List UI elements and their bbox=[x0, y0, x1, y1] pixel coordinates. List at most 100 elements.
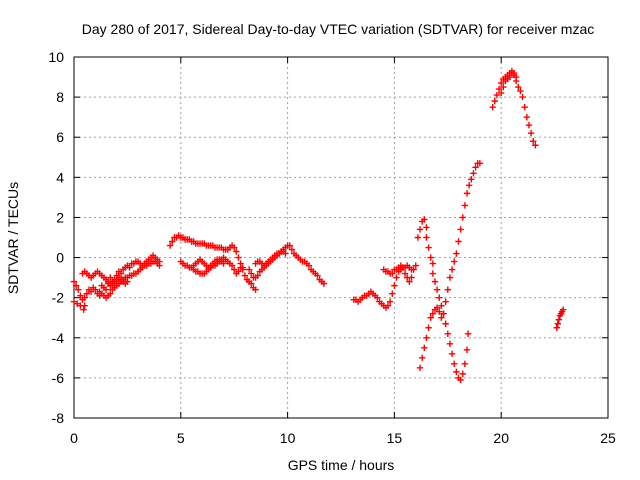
data-point bbox=[530, 138, 537, 145]
data-point bbox=[446, 340, 454, 347]
data-point bbox=[559, 306, 567, 313]
data-point bbox=[532, 142, 539, 149]
data-point bbox=[233, 248, 240, 255]
data-point bbox=[77, 292, 84, 299]
data-point bbox=[245, 266, 253, 273]
data-point bbox=[389, 290, 396, 297]
data-point bbox=[510, 69, 518, 77]
data-point bbox=[512, 73, 520, 81]
data-point bbox=[429, 310, 437, 317]
data-point bbox=[126, 264, 133, 271]
data-points bbox=[70, 67, 567, 384]
x-tick-label: 5 bbox=[177, 430, 185, 446]
data-point bbox=[408, 274, 415, 281]
data-point bbox=[166, 242, 174, 249]
data-point bbox=[448, 266, 456, 273]
data-point bbox=[489, 103, 496, 111]
data-point bbox=[465, 182, 473, 189]
data-point bbox=[491, 97, 498, 105]
data-point bbox=[81, 294, 88, 301]
data-point bbox=[81, 302, 88, 309]
data-point bbox=[519, 93, 526, 101]
y-tick-label: -6 bbox=[52, 370, 65, 386]
data-point bbox=[239, 266, 246, 273]
data-point bbox=[70, 278, 78, 285]
data-point bbox=[527, 130, 535, 137]
x-axis-title: GPS time / hours bbox=[288, 457, 395, 473]
data-point bbox=[231, 266, 238, 273]
plot-area-frame bbox=[73, 56, 609, 419]
data-point bbox=[401, 270, 409, 277]
data-point bbox=[427, 314, 434, 321]
data-point bbox=[288, 246, 296, 253]
data-point bbox=[506, 73, 513, 81]
data-point bbox=[495, 85, 503, 93]
data-point bbox=[80, 306, 87, 313]
data-point bbox=[83, 290, 91, 297]
data-point bbox=[498, 79, 505, 87]
data-point bbox=[241, 272, 249, 279]
data-point bbox=[425, 244, 432, 251]
data-point bbox=[464, 330, 472, 337]
data-point bbox=[429, 260, 437, 267]
data-point bbox=[468, 176, 475, 183]
data-point bbox=[433, 286, 441, 293]
data-point bbox=[406, 278, 413, 285]
data-point bbox=[493, 91, 501, 99]
data-point bbox=[425, 324, 432, 331]
axis-ticks: 0 5 10 15 20 25 -8 -6 -4 -2 0 2 4 6 8 10 bbox=[48, 49, 616, 446]
data-point bbox=[444, 330, 451, 337]
data-point bbox=[74, 300, 81, 307]
data-point bbox=[421, 344, 428, 352]
data-point bbox=[446, 274, 454, 281]
y-tick-label: 8 bbox=[56, 89, 64, 105]
data-point bbox=[399, 264, 407, 271]
data-point bbox=[453, 250, 460, 257]
data-point bbox=[436, 294, 443, 301]
data-point bbox=[231, 244, 238, 251]
data-point bbox=[554, 320, 562, 327]
y-tick-label: -2 bbox=[52, 290, 65, 306]
data-point bbox=[423, 334, 430, 341]
x-tick-label: 10 bbox=[280, 430, 296, 446]
data-point bbox=[455, 238, 462, 245]
data-point bbox=[440, 310, 447, 317]
y-tick-label: 2 bbox=[56, 209, 64, 225]
data-point bbox=[282, 250, 289, 257]
data-point bbox=[314, 272, 321, 279]
data-point bbox=[386, 298, 394, 305]
y-tick-label: 0 bbox=[56, 250, 64, 266]
data-point bbox=[451, 360, 458, 368]
data-point bbox=[457, 226, 464, 233]
data-point bbox=[472, 164, 479, 171]
data-point bbox=[429, 270, 437, 277]
data-point bbox=[459, 370, 466, 378]
data-point bbox=[235, 254, 242, 261]
data-point bbox=[416, 226, 424, 233]
y-tick-label: -8 bbox=[52, 410, 65, 426]
data-point bbox=[389, 270, 396, 277]
chart-title: Day 280 of 2017, Sidereal Day-to-day VTE… bbox=[82, 21, 595, 37]
data-point bbox=[104, 278, 112, 285]
data-point bbox=[459, 214, 466, 221]
data-point bbox=[525, 121, 533, 129]
data-point bbox=[517, 87, 524, 95]
y-tick-label: -4 bbox=[52, 330, 65, 346]
data-point bbox=[438, 302, 445, 309]
data-point bbox=[70, 298, 78, 305]
data-point bbox=[448, 350, 456, 358]
data-point bbox=[117, 270, 125, 277]
x-tick-label: 15 bbox=[387, 430, 403, 446]
data-point bbox=[393, 274, 400, 281]
data-point bbox=[463, 346, 471, 354]
data-point bbox=[235, 268, 242, 275]
data-point bbox=[457, 376, 464, 384]
data-point bbox=[228, 262, 236, 269]
data-point bbox=[523, 113, 531, 121]
data-point bbox=[286, 242, 293, 249]
data-point bbox=[416, 364, 424, 372]
data-point bbox=[463, 190, 471, 197]
x-tick-label: 0 bbox=[70, 430, 78, 446]
data-point bbox=[72, 282, 80, 289]
